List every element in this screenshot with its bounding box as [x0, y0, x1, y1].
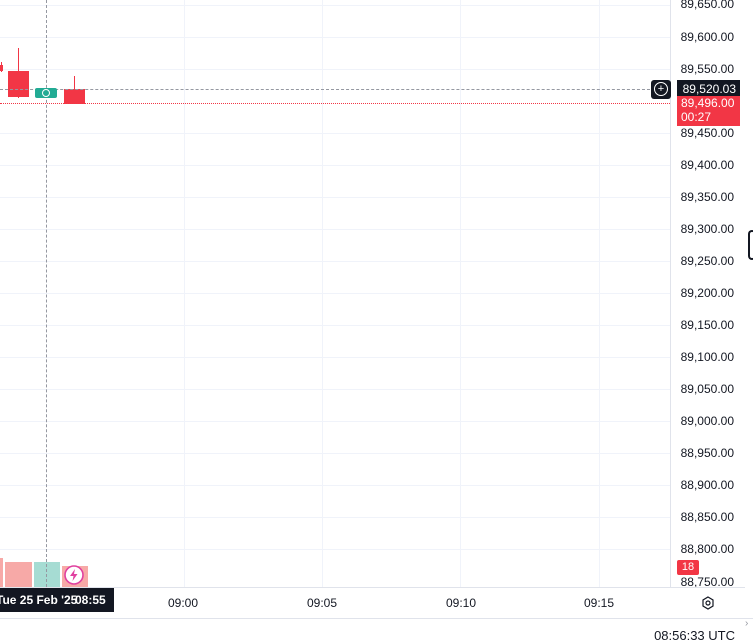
grid-line	[0, 325, 670, 326]
grid-line	[0, 549, 670, 550]
time-tick: 09:05	[307, 596, 338, 610]
grid-line	[0, 197, 670, 198]
price-tick: 89,250.00	[680, 254, 734, 268]
grid-line	[0, 517, 670, 518]
price-tick: 89,350.00	[680, 190, 734, 204]
grid-line	[322, 0, 323, 587]
volume-bar	[34, 562, 60, 587]
time-axis[interactable]: 09:00 09:05 09:10 09:15	[0, 587, 745, 618]
grid-line	[0, 357, 670, 358]
grid-line	[0, 37, 670, 38]
grid-line	[0, 485, 670, 486]
grid-line	[0, 453, 670, 454]
price-tick: 89,100.00	[680, 350, 734, 364]
lightning-icon[interactable]	[63, 564, 85, 586]
crosshair-vertical	[46, 0, 47, 587]
candle-body	[64, 89, 85, 104]
crosshair-marker[interactable]	[35, 88, 57, 98]
crosshair-horizontal	[0, 89, 655, 90]
grid-line	[0, 229, 670, 230]
add-alert-button[interactable]: +	[651, 80, 671, 99]
volume-bar	[0, 558, 3, 587]
time-tick: 09:10	[446, 596, 477, 610]
grid-line	[184, 0, 185, 587]
status-bar: 08:56:33 UTC	[0, 618, 753, 643]
grid-line	[0, 293, 670, 294]
grid-line	[0, 165, 670, 166]
price-tick: 88,750.00	[680, 575, 734, 589]
grid-line	[0, 5, 670, 6]
price-tick: 88,950.00	[680, 446, 734, 460]
clock-label[interactable]: 08:56:33 UTC	[654, 628, 735, 643]
grid-line	[0, 69, 670, 70]
price-tick: 89,000.00	[680, 414, 734, 428]
grid-line	[0, 261, 670, 262]
crosshair-price-label: 89,520.03	[677, 80, 740, 99]
volume-label: 18	[677, 560, 699, 575]
time-tick: 09:00	[168, 596, 199, 610]
price-tick: 89,400.00	[680, 158, 734, 172]
price-tick: 89,650.00	[680, 0, 734, 11]
price-tick: 88,850.00	[680, 510, 734, 524]
crosshair-time-label: Tue 25 Feb '25 08:55	[0, 588, 114, 612]
time-tick: 09:15	[584, 596, 615, 610]
gear-icon[interactable]	[701, 596, 715, 610]
grid-line	[460, 0, 461, 587]
volume-bar	[5, 562, 32, 587]
price-tick: 89,300.00	[680, 222, 734, 236]
grid-line	[0, 133, 670, 134]
chart-pane[interactable]	[0, 0, 670, 587]
price-tick: 89,150.00	[680, 318, 734, 332]
chevron-right-icon[interactable]: ›	[745, 618, 749, 629]
price-tick: 88,800.00	[680, 542, 734, 556]
axis-scale-handle[interactable]	[748, 230, 753, 260]
crosshair-time: 08:55	[75, 593, 106, 607]
marker-dot	[42, 89, 50, 97]
last-price-line	[0, 103, 670, 104]
plus-circle-icon: +	[654, 82, 668, 96]
grid-line	[0, 389, 670, 390]
grid-line	[0, 421, 670, 422]
price-tick: 88,900.00	[680, 478, 734, 492]
crosshair-date: Tue 25 Feb '25	[0, 593, 78, 607]
candle-body	[8, 71, 29, 97]
price-tick: 89,450.00	[680, 126, 734, 140]
price-tick: 89,600.00	[680, 30, 734, 44]
price-tick: 89,200.00	[680, 286, 734, 300]
candle-body	[0, 65, 3, 71]
last-price-value: 89,496.00	[681, 96, 735, 110]
grid-line	[599, 0, 600, 587]
last-price-label: 89,496.00 00:27	[677, 96, 740, 126]
bar-countdown: 00:27	[681, 110, 712, 124]
price-tick: 89,050.00	[680, 382, 734, 396]
price-tick: 89,550.00	[680, 62, 734, 76]
